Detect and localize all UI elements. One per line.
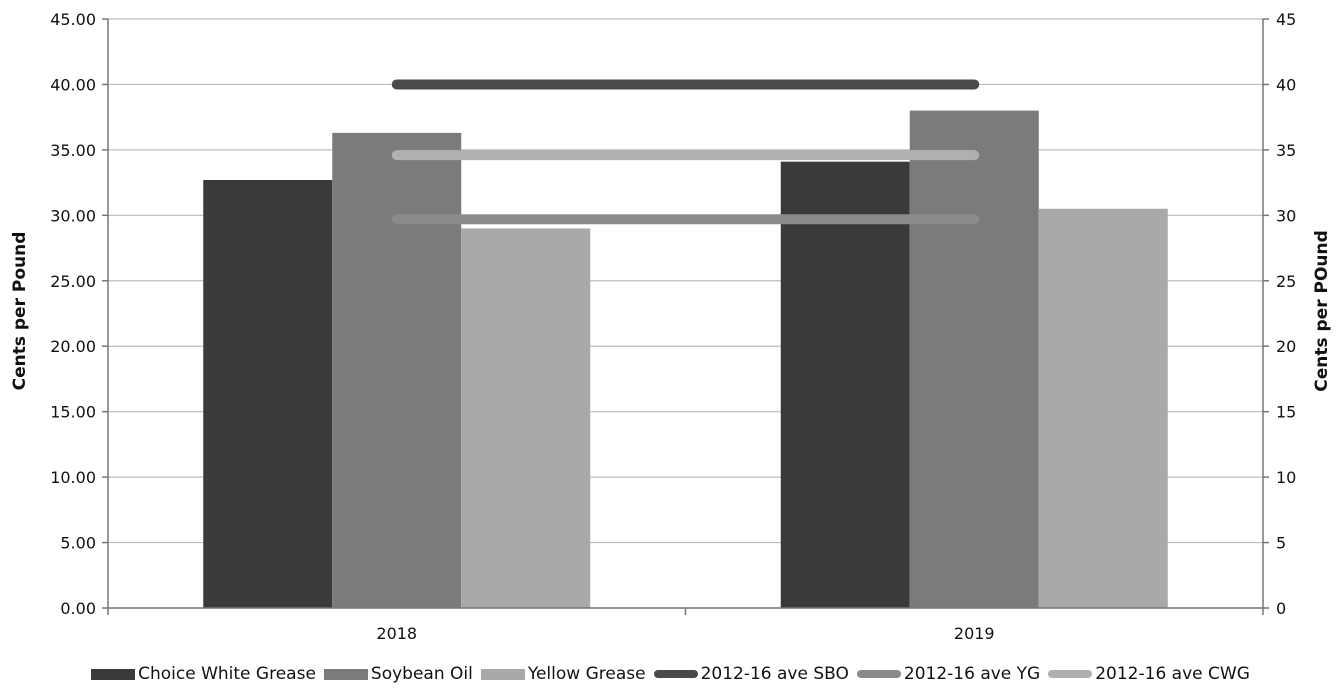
legend-swatch xyxy=(480,668,525,680)
legend-label: Yellow Grease xyxy=(527,664,646,684)
legend: Choice White Grease Soybean Oil Yellow Gre… xyxy=(0,660,1341,688)
y-tick-label-left: 0.00 xyxy=(60,599,96,618)
bar-choice-white-grease-2018 xyxy=(203,179,333,608)
legend-swatch xyxy=(323,668,368,680)
legend-label: 2012-16 ave YG xyxy=(903,664,1041,684)
y-tick-label-right: 10 xyxy=(1276,468,1296,487)
y-tick-label-right: 30 xyxy=(1276,206,1296,225)
y-tick-label-left: 15.00 xyxy=(50,403,96,422)
y-tick-label-left: 10.00 xyxy=(50,468,96,487)
y-tick-label-left: 35.00 xyxy=(50,141,96,160)
y-tick-label-left: 5.00 xyxy=(60,534,96,553)
legend-item-2012-16-ave-yg: 2012-16 ave YG xyxy=(856,664,1041,684)
x-tick-label: 2019 xyxy=(954,624,995,643)
bar-soybean-oil-2019 xyxy=(909,110,1039,608)
y-tick-label-right: 5 xyxy=(1276,534,1286,553)
y-tick-label-right: 40 xyxy=(1276,75,1296,94)
y-tick-label-left: 45.00 xyxy=(50,10,96,29)
bar-soybean-oil-2018 xyxy=(332,132,462,608)
bar-choice-white-grease-2019 xyxy=(780,161,910,608)
legend-label: Choice White Grease xyxy=(138,664,316,684)
bar-yellow-grease-2018 xyxy=(461,228,591,608)
legend-label: 2012-16 ave CWG xyxy=(1095,664,1250,684)
legend-label: 2012-16 ave SBO xyxy=(700,664,849,684)
legend-swatch xyxy=(653,670,698,678)
y-tick-label-left: 30.00 xyxy=(50,206,96,225)
x-tick-label: 2018 xyxy=(376,624,417,643)
legend-swatch xyxy=(91,668,136,680)
legend-swatch xyxy=(856,670,901,678)
legend-item-choice-white-grease: Choice White Grease xyxy=(91,664,316,684)
legend-label: Soybean Oil xyxy=(370,664,473,684)
axes: 0.00 0 5.00 5 10.00 10 15.00 15 20.00 20 25.00 25 30… xyxy=(50,10,1296,643)
y-tick-label-right: 35 xyxy=(1276,141,1296,160)
reference-lines xyxy=(391,79,980,225)
y-tick-label-left: 20.00 xyxy=(50,337,96,356)
y-tick-label-left: 25.00 xyxy=(50,272,96,291)
y-axis-label-right: Cents per POund xyxy=(1312,230,1332,392)
legend-item-soybean-oil: Soybean Oil xyxy=(323,664,473,684)
y-tick-label-right: 0 xyxy=(1276,599,1286,618)
y-axis-label-left: Cents per Pound xyxy=(10,232,30,391)
bar-yellow-grease-2019 xyxy=(1038,208,1168,609)
bars xyxy=(203,110,1168,609)
legend-swatch xyxy=(1048,670,1093,678)
y-tick-label-right: 45 xyxy=(1276,10,1296,29)
y-tick-label-right: 25 xyxy=(1276,272,1296,291)
y-tick-label-left: 40.00 xyxy=(50,75,96,94)
legend-item-2012-16-ave-cwg: 2012-16 ave CWG xyxy=(1048,664,1250,684)
y-tick-label-right: 20 xyxy=(1276,337,1296,356)
y-tick-label-right: 15 xyxy=(1276,403,1296,422)
legend-item-2012-16-ave-sbo: 2012-16 ave SBO xyxy=(653,664,849,684)
legend-item-yellow-grease: Yellow Grease xyxy=(480,664,646,684)
